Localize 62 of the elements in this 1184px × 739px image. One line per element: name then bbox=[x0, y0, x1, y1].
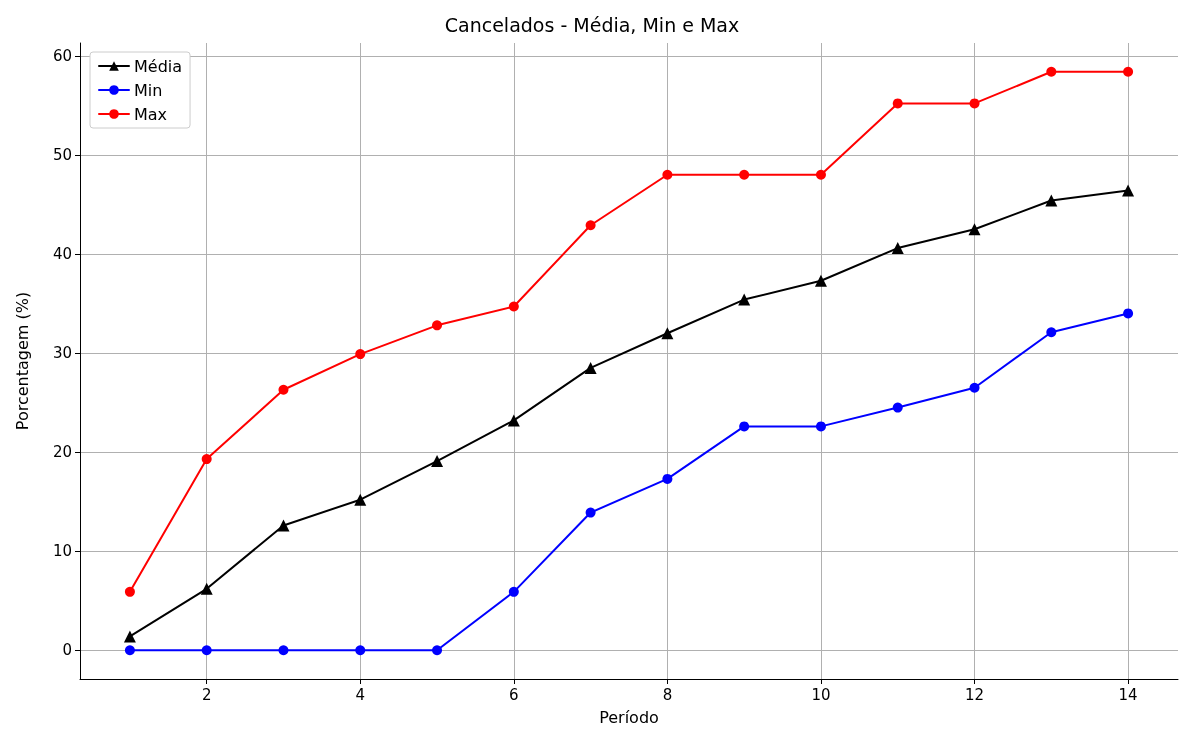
point bbox=[584, 361, 597, 374]
y-axis-title: Porcentagem (%) bbox=[12, 291, 32, 431]
chart-title: Cancelados - Média, Min e Max bbox=[444, 13, 740, 36]
point bbox=[508, 301, 519, 312]
point bbox=[432, 320, 443, 331]
point bbox=[892, 402, 903, 413]
x-tick-label: 12 bbox=[964, 685, 985, 704]
x-tick-label: 6 bbox=[509, 685, 519, 704]
point bbox=[1046, 327, 1057, 338]
point bbox=[278, 384, 289, 395]
point bbox=[354, 493, 367, 506]
point bbox=[432, 645, 443, 656]
point bbox=[1046, 66, 1057, 77]
point bbox=[201, 454, 212, 465]
point bbox=[124, 586, 135, 597]
point bbox=[431, 455, 444, 468]
x-tick-label: 14 bbox=[1118, 685, 1138, 704]
point bbox=[355, 349, 366, 360]
point bbox=[891, 242, 904, 255]
point bbox=[1045, 194, 1058, 207]
point bbox=[355, 645, 366, 656]
y-tick-label: 20 bbox=[52, 443, 72, 462]
x-tick-label: 8 bbox=[662, 685, 673, 704]
point bbox=[739, 421, 750, 432]
point bbox=[278, 645, 289, 656]
x-tick-label: 4 bbox=[355, 685, 366, 704]
legend-label: Média bbox=[134, 56, 183, 76]
y-tick-label: 0 bbox=[62, 641, 72, 660]
y-tick-label: 40 bbox=[52, 245, 72, 264]
point bbox=[507, 414, 520, 427]
point bbox=[661, 327, 674, 340]
y-tick-label: 60 bbox=[52, 46, 72, 65]
point bbox=[1123, 66, 1134, 77]
point bbox=[124, 645, 135, 656]
legend-label: Max bbox=[134, 104, 168, 124]
point bbox=[1123, 308, 1134, 319]
point bbox=[815, 421, 826, 432]
point bbox=[969, 98, 980, 109]
point bbox=[662, 169, 673, 180]
point bbox=[585, 507, 596, 518]
point bbox=[508, 586, 519, 597]
point bbox=[277, 519, 290, 532]
point bbox=[814, 274, 827, 287]
point bbox=[815, 169, 826, 180]
point bbox=[201, 645, 212, 656]
point bbox=[123, 630, 136, 643]
x-axis-title: Período bbox=[599, 707, 659, 727]
y-tick-label: 50 bbox=[52, 145, 72, 164]
point bbox=[1122, 184, 1135, 197]
x-tick-label: 2 bbox=[201, 685, 212, 704]
point bbox=[738, 293, 751, 306]
x-tick-label: 10 bbox=[811, 685, 831, 704]
point bbox=[739, 169, 750, 180]
legend-label: Min bbox=[134, 80, 163, 100]
point bbox=[892, 98, 903, 109]
point bbox=[585, 220, 596, 231]
y-tick-label: 30 bbox=[52, 344, 72, 363]
y-tick-label: 10 bbox=[52, 542, 72, 561]
point bbox=[968, 223, 981, 236]
point bbox=[662, 473, 673, 484]
point bbox=[969, 382, 980, 393]
point bbox=[200, 582, 213, 595]
